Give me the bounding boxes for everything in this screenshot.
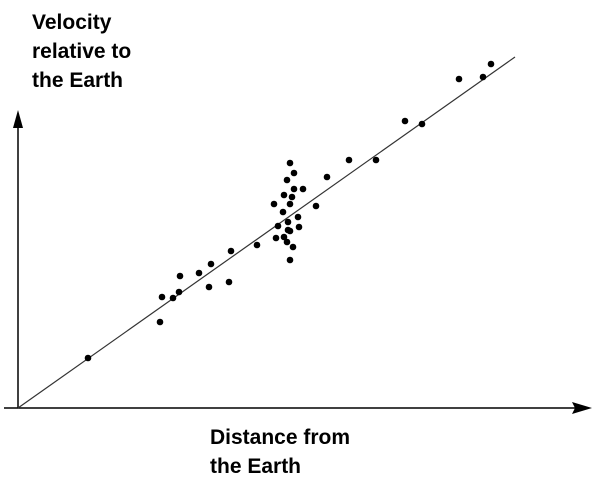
data-point-22 bbox=[294, 213, 302, 221]
data-point-27 bbox=[288, 193, 296, 201]
data-point-35 bbox=[345, 156, 353, 164]
data-point-10 bbox=[227, 247, 235, 255]
data-point-19 bbox=[274, 222, 282, 230]
data-point-18 bbox=[286, 227, 294, 235]
data-point-31 bbox=[283, 176, 291, 184]
data-point-9 bbox=[225, 278, 233, 286]
data-point-3 bbox=[169, 294, 177, 302]
data-point-7 bbox=[205, 283, 213, 291]
data-point-11 bbox=[253, 241, 261, 249]
data-point-34 bbox=[323, 173, 331, 181]
data-point-1 bbox=[156, 318, 164, 326]
data-point-0 bbox=[84, 354, 92, 362]
y-axis-arrow-icon bbox=[13, 110, 23, 128]
trend-line bbox=[17, 56, 516, 409]
data-point-5 bbox=[176, 272, 184, 280]
data-point-6 bbox=[195, 269, 203, 277]
data-point-37 bbox=[401, 117, 409, 125]
data-point-25 bbox=[312, 202, 320, 210]
data-point-17 bbox=[289, 243, 297, 251]
data-point-16 bbox=[272, 234, 280, 242]
y-axis-label: Velocity relative to the Earth bbox=[32, 11, 132, 92]
data-point-15 bbox=[283, 238, 291, 246]
data-point-38 bbox=[418, 120, 426, 128]
data-point-2 bbox=[158, 293, 166, 301]
data-point-32 bbox=[290, 169, 298, 177]
x-axis-arrow-icon bbox=[572, 402, 592, 414]
data-point-23 bbox=[279, 208, 287, 216]
data-point-21 bbox=[284, 218, 292, 226]
data-point-14 bbox=[280, 233, 288, 241]
data-point-36 bbox=[372, 156, 380, 164]
data-point-33 bbox=[286, 159, 294, 167]
data-point-39 bbox=[455, 75, 463, 83]
data-point-24 bbox=[270, 200, 278, 208]
data-point-41 bbox=[487, 60, 495, 68]
data-point-8 bbox=[207, 260, 215, 268]
data-point-40 bbox=[479, 73, 487, 81]
data-point-20 bbox=[295, 223, 303, 231]
data-point-12 bbox=[286, 256, 294, 264]
data-point-4 bbox=[175, 288, 183, 296]
data-point-29 bbox=[280, 191, 288, 199]
x-axis-label: Distance from the Earth bbox=[210, 426, 351, 478]
data-point-26 bbox=[286, 200, 294, 208]
data-point-30 bbox=[290, 185, 298, 193]
data-point-28 bbox=[299, 185, 307, 193]
